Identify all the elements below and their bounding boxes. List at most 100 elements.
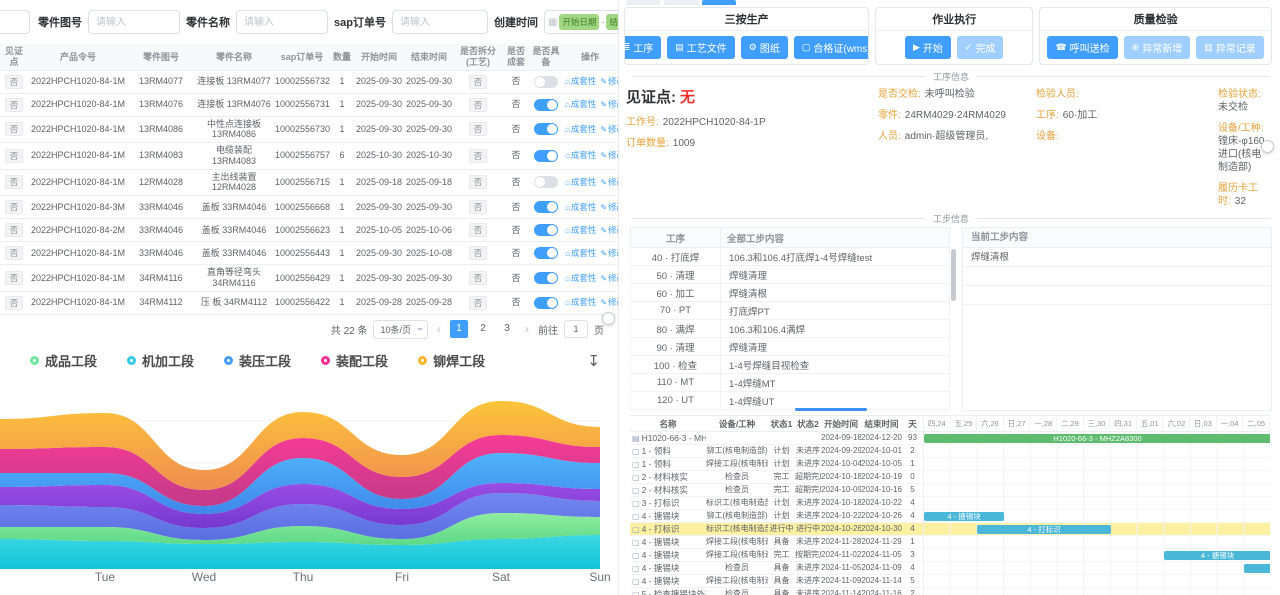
file-button[interactable]: ▤ 工艺文件 xyxy=(667,36,735,59)
page-size-select[interactable]: 10条/页 xyxy=(373,319,428,339)
legend-item[interactable]: 铆焊工段 xyxy=(418,351,485,370)
edit-log-link[interactable]: ✎修改记录 xyxy=(600,272,618,283)
edit-log-link[interactable]: ✎修改记录 xyxy=(600,123,618,134)
active-tab-stub[interactable] xyxy=(702,0,736,5)
gantt-row[interactable]: ▢ 1 - 领料 铆工(核电制造部) 计划 未进序 2024-09-29 2024-10-0… xyxy=(630,445,923,458)
pane-handle-right[interactable] xyxy=(1261,140,1274,153)
kit-status-link[interactable]: ⌂成套性 xyxy=(565,123,597,134)
gantt-row[interactable]: ▢4 - 搪锡块 焊接工段(核电制造部) 具备未进序2024-11-092024-1… xyxy=(630,575,923,588)
gantt-row[interactable]: ▢1 - 领料 焊接工段(核电制造部) 计划未进序2024-10-042024-10… xyxy=(630,458,923,471)
page-button-3[interactable]: 3 xyxy=(504,323,510,335)
step-row[interactable]: 80 · 满焊 106.3和106.4满焊 xyxy=(630,319,950,338)
legend-item[interactable]: 成品工段 xyxy=(30,351,97,370)
step-row[interactable]: 60 · 加工 焊缝清根 xyxy=(630,283,950,302)
ready-toggle[interactable] xyxy=(534,176,558,189)
step-row[interactable]: 90 · 清理 焊缝清理 xyxy=(630,337,950,356)
vertical-scrollbar[interactable] xyxy=(951,249,956,301)
start-date-pill[interactable]: 开始日期 xyxy=(559,14,600,30)
table-row[interactable]: 否 2022HPCH1020-84-1M 34RM4112 压 板 34RM4112 1… xyxy=(0,291,618,315)
gantt-row[interactable]: ▤H1020-66-3 - MHZ2A8300 2024-09-182024-12… xyxy=(630,432,923,445)
list-button[interactable]: ≣工序 xyxy=(625,36,662,59)
filter-input-1[interactable] xyxy=(88,10,180,34)
gantt-row[interactable]: ▢3 - 打标识 标识工(核电制造部) 计划未进序2024-10-182024-10… xyxy=(630,497,923,510)
kit-status-link[interactable]: ⌂成套性 xyxy=(565,247,597,258)
kit-status-link[interactable]: ⌂成套性 xyxy=(565,272,597,283)
gantt-row[interactable]: ▢5 - 检查搪锡块外径 检查员 具备未进序2024-11-142024-11-16… xyxy=(630,588,923,595)
ready-toggle[interactable] xyxy=(534,247,558,260)
ready-toggle[interactable] xyxy=(534,98,558,111)
step-row[interactable]: 120 · UT 1-4焊缝UT xyxy=(630,391,950,410)
table-row[interactable]: 否 2022HPCH1020-84-3M 33RM4046 盖板 33RM4046 10… xyxy=(0,195,618,220)
filter-input-3[interactable] xyxy=(391,10,488,34)
kit-status-link[interactable]: ⌂成套性 xyxy=(565,99,597,110)
tab-strip-clipped[interactable] xyxy=(626,0,1280,5)
pane-handle-left[interactable] xyxy=(602,312,615,325)
gantt-row[interactable]: ▢ 4 - 搪锡块 铆工(核电制造部) 计划 未进序 2024-10-22 2024-10-… xyxy=(630,510,923,523)
step-row[interactable]: 50 · 清理 焊缝清理 xyxy=(630,265,950,284)
edit-log-link[interactable]: ✎修改记录 xyxy=(600,76,618,87)
horizontal-scrollbar[interactable] xyxy=(795,408,867,411)
edit-log-link[interactable]: ✎修改记录 xyxy=(600,201,618,212)
gantt-bar[interactable]: 4 - 搪锡块 xyxy=(1164,551,1270,560)
ready-toggle[interactable] xyxy=(534,296,558,309)
phone-button[interactable]: ☎ 呼叫送检 xyxy=(1047,36,1118,59)
table-row[interactable]: 否 2022HPCH1020-84-1M 13RM4083 电缆装配 13RM4083… xyxy=(0,142,618,170)
edit-log-link[interactable]: ✎修改记录 xyxy=(600,247,618,258)
end-date-pill[interactable]: 结束日期 xyxy=(606,14,618,30)
kit-status-link[interactable]: ⌂成套性 xyxy=(565,177,597,188)
kit-status-link[interactable]: ⌂成套性 xyxy=(565,150,597,161)
step-row[interactable]: 70 · PT 打底焊PT xyxy=(630,301,950,320)
doc-button[interactable]: ▢ 合格证(wms) xyxy=(793,36,869,59)
kit-status-link[interactable]: ⌂成套性 xyxy=(565,76,597,87)
gantt-bar[interactable]: H1020-66-3 - MHZ2A8300 xyxy=(924,434,1270,443)
clipped-filter-input[interactable] xyxy=(0,10,30,34)
edit-log-link[interactable]: ✎修改记录 xyxy=(600,224,618,235)
step-row[interactable]: 100 · 检查 1-4号焊缝目视检查 xyxy=(630,355,950,374)
ready-toggle[interactable] xyxy=(534,224,558,237)
edit-log-link[interactable]: ✎修改记录 xyxy=(600,177,618,188)
date-range-picker[interactable]: ▦开始日期-结束日期 xyxy=(543,10,618,34)
filter-input-2[interactable] xyxy=(236,10,328,34)
table-row[interactable]: 否 2022HPCH1020-84-2M 33RM4046 盖板 33RM4046 10… xyxy=(0,218,618,243)
gantt-bar[interactable] xyxy=(1244,564,1270,573)
tab-stub[interactable] xyxy=(626,0,660,5)
download-icon[interactable]: ↧ xyxy=(587,352,600,370)
ready-toggle[interactable] xyxy=(534,149,558,162)
step-row[interactable]: 110 · MT 1-4焊缝MT xyxy=(630,373,950,392)
next-page-button[interactable]: › xyxy=(525,322,529,337)
page-button-1[interactable]: 1 xyxy=(450,320,468,339)
table-row[interactable]: 否 2022HPCH1020-84-1M 12RM4028 主出线装置 12RM402… xyxy=(0,169,618,197)
prev-page-button[interactable]: ‹ xyxy=(437,322,441,337)
ready-toggle[interactable] xyxy=(534,201,558,214)
tab-stub[interactable] xyxy=(664,0,698,5)
gantt-row[interactable]: ▢4 - 搪锡块 焊接工段(核电制造部) 完工按期完成2024-11-022024-… xyxy=(630,549,923,562)
edit-log-link[interactable]: ✎修改记录 xyxy=(600,297,618,308)
ready-toggle[interactable] xyxy=(534,75,558,88)
kit-status-link[interactable]: ⌂成套性 xyxy=(565,201,597,212)
gear-button[interactable]: ⚙ 图纸 xyxy=(740,36,788,59)
step-row[interactable]: 40 · 打底焊 106.3和106.4打底焊1-4号焊缝test xyxy=(630,247,950,266)
gantt-row[interactable]: ▢4 - 搪锡块 焊接工段(核电制造部) 具备未进序2024-11-282024-1… xyxy=(630,536,923,549)
gantt-bar[interactable]: 4 - 搪锡块 xyxy=(924,512,1005,521)
legend-item[interactable]: 装压工段 xyxy=(224,351,291,370)
gantt-bar[interactable]: 4 - 打标识 xyxy=(977,525,1111,534)
table-row[interactable]: 否 2022HPCH1020-84-1M 34RM4116 直角等径弯头 34RM41… xyxy=(0,264,618,292)
table-row[interactable]: 否 2022HPCH1020-84-1M 13RM4086 中性点连接板 13RM40… xyxy=(0,116,618,144)
table-row[interactable]: 否 2022HPCH1020-84-1M 33RM4046 盖板 33RM4046 10… xyxy=(0,241,618,266)
ready-toggle[interactable] xyxy=(534,272,558,285)
page-button-2[interactable]: 2 xyxy=(480,323,486,335)
play-button[interactable]: ▶ 开始 xyxy=(905,36,951,59)
ready-toggle[interactable] xyxy=(534,123,558,136)
kit-status-link[interactable]: ⌂成套性 xyxy=(565,297,597,308)
edit-log-link[interactable]: ✎修改记录 xyxy=(600,99,618,110)
kit-status-link[interactable]: ⌂成套性 xyxy=(565,224,597,235)
edit-log-link[interactable]: ✎修改记录 xyxy=(600,150,618,161)
table-row[interactable]: 否 2022HPCH1020-84-1M 13RM4077 连接板 13RM4077 1… xyxy=(0,70,618,94)
table-row[interactable]: 否 2022HPCH1020-84-1M 13RM4076 连接板 13RM4076 1… xyxy=(0,93,618,117)
goto-page-input[interactable] xyxy=(564,320,588,339)
gantt-row[interactable]: ▢ 4 - 搪锡块 检查员 具备 未进序 2024-11-05 2024-11-09 4 xyxy=(630,562,923,575)
gantt-row[interactable]: ▢4 - 打标识标识工(核电制造部)进行中进行中2024-10-262024-1… xyxy=(630,523,923,536)
legend-item[interactable]: 装配工段 xyxy=(321,351,388,370)
